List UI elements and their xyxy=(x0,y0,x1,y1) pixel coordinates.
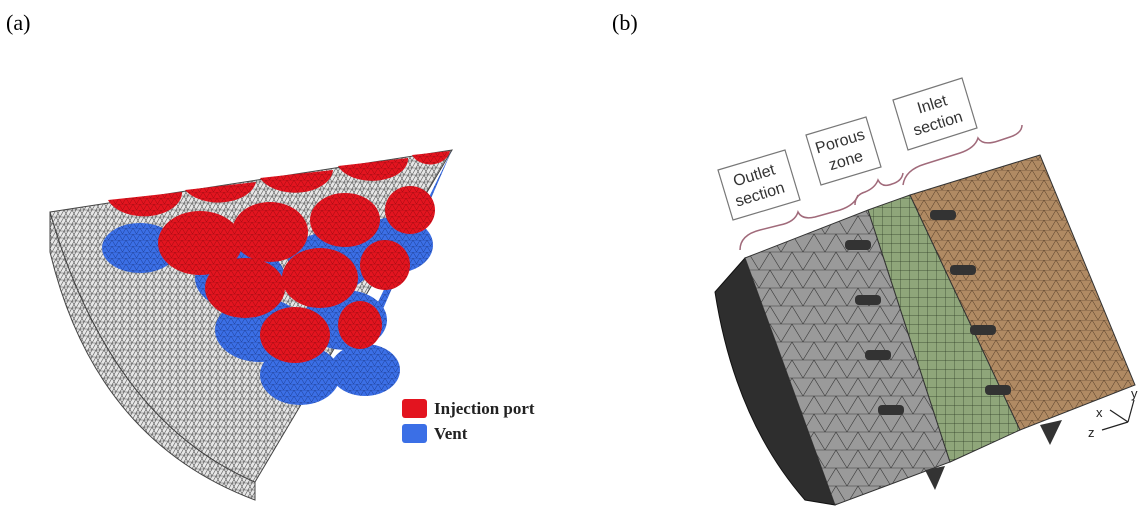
axis-triad xyxy=(1102,400,1134,430)
axis-label: z xyxy=(1088,425,1095,440)
panel-label: (a) xyxy=(6,10,30,35)
panel-label: (b) xyxy=(612,10,638,35)
axis-label: y xyxy=(1131,386,1138,401)
legend-label: Injection port xyxy=(434,399,535,418)
legend-swatch xyxy=(402,424,427,443)
legend-label: Vent xyxy=(434,424,468,443)
axis-label: x xyxy=(1096,405,1103,420)
figure: (a) Injection port Vent (b) xyxy=(0,0,1142,510)
legend-swatch xyxy=(402,399,427,418)
